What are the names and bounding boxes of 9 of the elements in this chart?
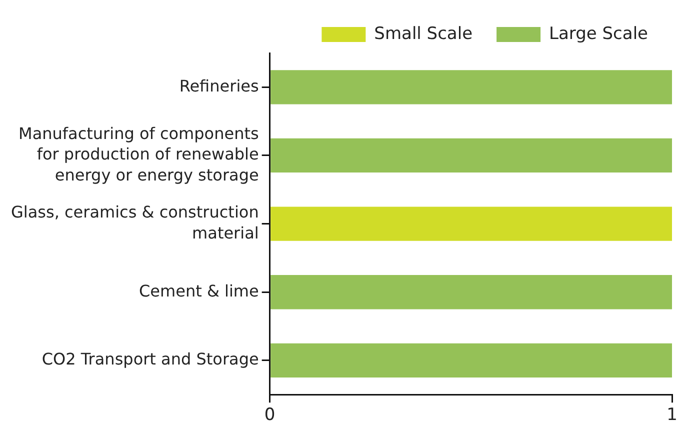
legend-label: Small Scale [374, 24, 473, 44]
x-tick-label: 1 [666, 405, 678, 426]
y-tick-label: Refineries [179, 76, 259, 96]
x-tick-label: 0 [264, 405, 276, 426]
y-tick-label: CO2 Transport and Storage [42, 350, 259, 369]
y-tick-label: Manufacturing of components for production of renewable energy or energy storage [18, 124, 259, 184]
y-tick-label: Cement & lime [139, 281, 259, 300]
y-tick-label: Glass, ceramics & construction material [11, 202, 259, 242]
legend-label: Large Scale [549, 24, 648, 44]
